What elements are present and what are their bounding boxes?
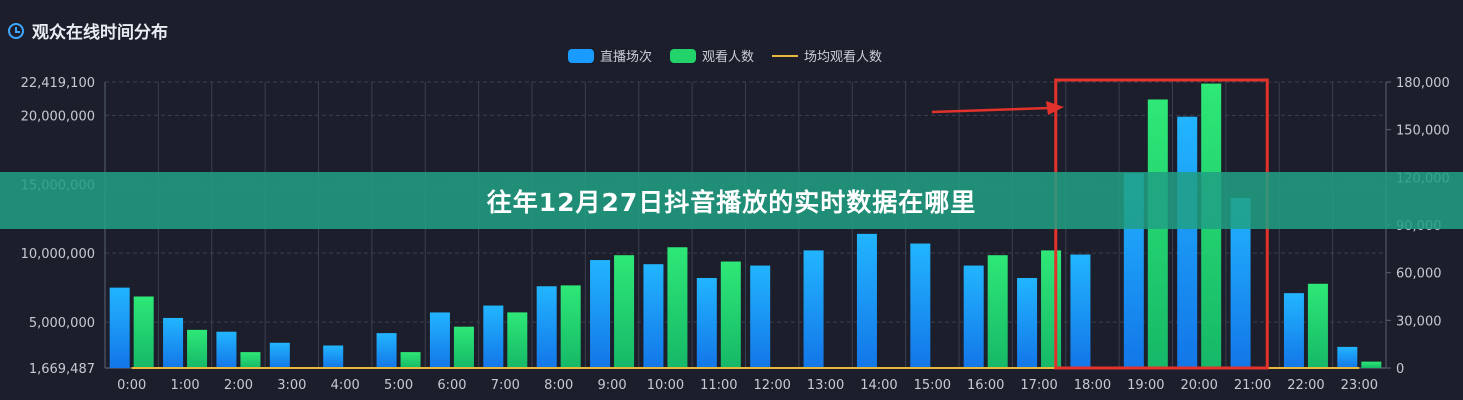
right-tick-label: 150,000 (1396, 124, 1450, 139)
bar-live-sessions (1017, 277, 1038, 368)
bar-viewers (1147, 99, 1168, 368)
bar-viewers (187, 329, 208, 368)
bar-live-sessions (910, 243, 931, 368)
bar-live-sessions (590, 260, 611, 368)
right-tick-label: 30,000 (1396, 314, 1442, 329)
clock-icon (8, 22, 24, 39)
x-tick-label: 1:00 (170, 378, 199, 393)
right-tick-label: 0 (1396, 362, 1404, 377)
bar-viewers (667, 247, 688, 368)
x-tick-label: 14:00 (860, 378, 897, 393)
bar-live-sessions (1230, 198, 1251, 368)
x-tick-label: 0:00 (117, 378, 146, 393)
x-tick-label: 11:00 (700, 378, 737, 393)
x-tick-label: 23:00 (1341, 378, 1378, 393)
left-tick-label: 10,000,000 (21, 247, 95, 262)
left-tick-label: 5,000,000 (29, 316, 95, 331)
x-tick-label: 15:00 (914, 378, 951, 393)
bar-live-sessions (1283, 293, 1304, 368)
x-tick-label: 17:00 (1020, 378, 1057, 393)
left-tick-label: 22,419,100 (21, 76, 95, 91)
left-tick-label: 1,669,487 (29, 362, 95, 377)
x-tick-label: 5:00 (384, 378, 413, 393)
bar-live-sessions (429, 312, 450, 368)
bar-live-sessions (963, 265, 984, 368)
legend-swatch-sessions (568, 48, 594, 63)
x-tick-label: 13:00 (807, 378, 844, 393)
x-tick-label: 16:00 (967, 378, 1004, 393)
bar-live-sessions (803, 250, 824, 368)
legend-label-avg-viewers: 场均观看人数 (804, 50, 883, 65)
bar-viewers (987, 255, 1008, 368)
chart-title: 观众在线时间分布 (32, 23, 168, 43)
chart-header: 观众在线时间分布 (8, 18, 168, 43)
bar-viewers (560, 285, 581, 368)
bar-live-sessions (483, 305, 504, 368)
x-tick-label: 8:00 (544, 378, 573, 393)
legend-label-sessions: 直播场次 (600, 50, 653, 65)
x-tick-label: 9:00 (597, 378, 626, 393)
bar-live-sessions (1070, 254, 1091, 368)
bar-viewers (400, 352, 421, 368)
bar-live-sessions (750, 265, 771, 368)
x-tick-label: 10:00 (647, 378, 684, 393)
x-tick-label: 18:00 (1074, 378, 1111, 393)
x-tick-label: 19:00 (1127, 378, 1164, 393)
legend-item-avg-viewers[interactable]: 场均观看人数 (772, 46, 882, 65)
bar-live-sessions (856, 233, 877, 368)
bar-live-sessions (376, 333, 397, 368)
bar-live-sessions (643, 264, 664, 368)
legend-label-viewers: 观看人数 (702, 50, 755, 65)
bar-live-sessions (536, 286, 557, 368)
bar-viewers (453, 326, 474, 368)
right-tick-label: 60,000 (1396, 267, 1442, 282)
bar-viewers (1307, 283, 1328, 368)
x-tick-label: 20:00 (1180, 378, 1217, 393)
x-tick-label: 12:00 (753, 378, 790, 393)
legend: 直播场次 观看人数 场均观看人数 (568, 46, 882, 65)
legend-swatch-viewers (670, 48, 697, 63)
bar-live-sessions (269, 342, 290, 368)
x-tick-label: 4:00 (331, 378, 360, 393)
bar-live-sessions (323, 345, 344, 368)
bar-viewers (240, 352, 261, 368)
bar-live-sessions (1177, 116, 1198, 368)
title-banner: 往年12月27日抖音播放的实时数据在哪里 (0, 172, 1463, 229)
x-tick-label: 21:00 (1234, 378, 1271, 393)
x-tick-label: 3:00 (277, 378, 306, 393)
bar-live-sessions (696, 277, 717, 368)
legend-item-viewers[interactable]: 观看人数 (670, 46, 754, 65)
left-tick-label: 20,000,000 (21, 109, 95, 124)
legend-swatch-avg-viewers (772, 54, 799, 57)
bar-viewers (614, 255, 635, 368)
x-tick-label: 6:00 (437, 378, 466, 393)
highlight-arrow-head (1046, 101, 1064, 115)
right-tick-label: 180,000 (1396, 76, 1450, 91)
x-tick-label: 2:00 (224, 378, 253, 393)
bar-viewers (507, 312, 528, 368)
bar-viewers (133, 296, 154, 368)
x-tick-label: 22:00 (1287, 378, 1324, 393)
bar-viewers (1041, 250, 1062, 368)
bar-live-sessions (216, 331, 237, 368)
x-tick-label: 7:00 (491, 378, 520, 393)
legend-item-sessions[interactable]: 直播场次 (568, 46, 652, 65)
bar-viewers (720, 261, 741, 368)
highlight-arrow-shaft (931, 106, 1051, 114)
bar-live-sessions (1337, 346, 1358, 368)
bar-live-sessions (109, 287, 130, 368)
bar-viewers (1361, 361, 1382, 368)
banner-text: 往年12月27日抖音播放的实时数据在哪里 (486, 187, 977, 217)
bar-live-sessions (163, 317, 184, 368)
